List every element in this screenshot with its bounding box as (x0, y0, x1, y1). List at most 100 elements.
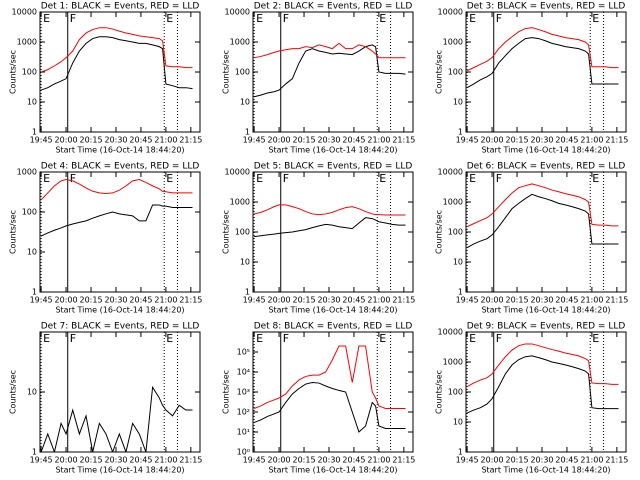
y-tick-label: 10 (240, 258, 250, 267)
y-tick-label: 10¹ (237, 428, 250, 437)
y-axis-label: Counts/sec (435, 370, 444, 414)
plot-area (253, 345, 406, 433)
x-tick-label: 21:00 (367, 136, 390, 145)
y-tick-label: 1 (245, 288, 250, 297)
x-tick-label: 21:00 (367, 296, 390, 305)
y-tick-label: 1000 (443, 358, 463, 367)
y-tick-label: 10 (453, 98, 463, 107)
axes-frame (252, 11, 414, 133)
y-tick-label: 100 (448, 388, 463, 397)
x-tick-label: 20:30 (317, 296, 340, 305)
series-line (253, 44, 406, 98)
series-line (466, 343, 619, 388)
axes-frame (39, 171, 201, 293)
x-tick-label: 20:00 (55, 136, 78, 145)
x-axis-label: Start Time (16-Oct-14 18:44:20) (55, 146, 184, 155)
x-tick-label: 20:00 (55, 456, 78, 465)
x-tick-label: 20:15 (505, 456, 528, 465)
y-tick-label: 1000 (17, 38, 37, 47)
y-tick-label: 1 (32, 128, 37, 137)
axes-frame (465, 331, 627, 453)
event-marker-label: F (283, 172, 289, 185)
plot-area (40, 178, 193, 237)
x-tick-label: 20:45 (342, 296, 365, 305)
x-tick-label: 20:45 (342, 136, 365, 145)
event-marker-label: E (256, 12, 263, 25)
event-marker-label: E (166, 12, 173, 25)
x-tick-label: 20:45 (555, 456, 578, 465)
x-tick-label: 19:45 (456, 456, 479, 465)
x-tick-label: 20:00 (481, 456, 504, 465)
x-tick-label: 20:15 (505, 136, 528, 145)
chart-title: Det 3: BLACK = Events, RED = LLD (467, 2, 626, 12)
event-marker-label: F (70, 172, 76, 185)
y-tick-label: 10000 (225, 8, 250, 17)
x-tick-label: 19:45 (30, 456, 53, 465)
event-marker-label: F (283, 332, 289, 345)
series-line (253, 204, 406, 216)
x-axis-label: Start Time (16-Oct-14 18:44:20) (481, 306, 610, 315)
x-tick-label: 19:45 (456, 136, 479, 145)
event-marker-label: F (283, 12, 289, 25)
x-tick-label: 21:00 (154, 136, 177, 145)
x-tick-label: 20:30 (530, 136, 553, 145)
x-axis-label: Start Time (16-Oct-14 18:44:20) (481, 466, 610, 475)
x-tick-label: 20:15 (292, 296, 315, 305)
y-tick-label: 100 (235, 68, 250, 77)
plot-area (466, 27, 619, 89)
x-tick-label: 21:15 (605, 456, 628, 465)
x-axis-label: Start Time (16-Oct-14 18:44:20) (268, 146, 397, 155)
x-axis-label: Start Time (16-Oct-14 18:44:20) (55, 306, 184, 315)
event-marker-label: E (469, 332, 476, 345)
event-marker-label: E (43, 172, 50, 185)
x-tick-label: 20:15 (292, 456, 315, 465)
event-marker-label: E (469, 12, 476, 25)
y-tick-label: 1000 (17, 168, 37, 177)
chart-title: Det 6: BLACK = Events, RED = LLD (467, 162, 626, 172)
y-tick-label: 10 (453, 418, 463, 427)
x-tick-label: 21:00 (154, 456, 177, 465)
x-tick-label: 21:00 (580, 456, 603, 465)
y-tick-label: 100 (448, 68, 463, 77)
series-line (40, 27, 193, 73)
series-line (253, 345, 406, 409)
y-tick-label: 10 (453, 258, 463, 267)
x-tick-label: 20:30 (104, 296, 127, 305)
x-tick-label: 21:00 (580, 136, 603, 145)
panel: Det 2: BLACK = Events, RED = LLD Start Ti… (222, 2, 416, 155)
x-tick-label: 21:15 (179, 296, 202, 305)
plot-area (40, 385, 193, 452)
event-marker-label: F (496, 332, 502, 345)
event-marker-label: E (256, 172, 263, 185)
y-axis-label: Counts/sec (9, 50, 18, 94)
event-marker-label: E (592, 172, 599, 185)
plot-area (40, 27, 193, 91)
chart-title: Det 8: BLACK = Events, RED = LLD (254, 322, 413, 332)
x-tick-label: 20:45 (129, 296, 152, 305)
panel: Det 6: BLACK = Events, RED = LLD Start Ti… (435, 162, 629, 315)
panel: Det 7: BLACK = Events, RED = LLD Start Ti… (9, 322, 203, 475)
x-tick-label: 19:45 (243, 296, 266, 305)
y-axis-label: Counts/sec (222, 50, 231, 94)
x-tick-label: 21:15 (179, 456, 202, 465)
axes-frame (39, 331, 201, 453)
x-tick-label: 19:45 (30, 296, 53, 305)
axes-frame (252, 171, 414, 293)
x-tick-label: 20:15 (79, 296, 102, 305)
event-marker-label: E (592, 12, 599, 25)
y-tick-label: 10000 (438, 168, 463, 177)
y-tick-label: 1 (458, 448, 463, 457)
x-tick-label: 20:45 (555, 296, 578, 305)
y-tick-label: 10000 (225, 168, 250, 177)
y-axis-label: Counts/sec (222, 210, 231, 254)
series-line (254, 217, 406, 238)
axes-frame (465, 11, 627, 133)
chart-title: Det 2: BLACK = Events, RED = LLD (254, 2, 413, 12)
event-marker-label: F (70, 12, 76, 25)
event-marker-label: E (256, 332, 263, 345)
y-tick-label: 10000 (12, 8, 37, 17)
y-tick-label: 1000 (230, 198, 250, 207)
series-line (466, 27, 619, 72)
